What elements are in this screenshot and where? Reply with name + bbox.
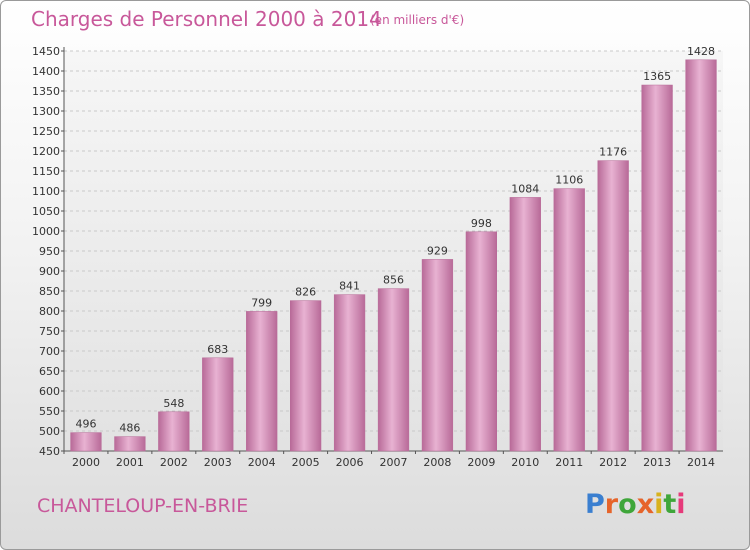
logo-letter: i <box>676 489 686 520</box>
x-tick-label: 2012 <box>599 456 627 469</box>
x-tick-label: 2009 <box>467 456 495 469</box>
y-tick-label: 1000 <box>32 225 60 238</box>
bar-2014 <box>685 59 717 452</box>
bar-2009 <box>465 231 497 452</box>
y-tick-label: 1100 <box>32 185 60 198</box>
x-tick-labels: 2000 2001 2002 2003 2004 2005 2006 2007 2008 2009… <box>63 451 715 469</box>
bar-2004 <box>246 311 278 452</box>
y-tick-label: 750 <box>39 325 60 338</box>
value-label: 841 <box>339 280 360 293</box>
value-label: 1176 <box>599 146 627 159</box>
x-tick-label: 2003 <box>204 456 232 469</box>
y-tick-label: 1050 <box>32 205 60 218</box>
x-tick-label: 2001 <box>116 456 144 469</box>
x-tick-label: 2014 <box>687 456 715 469</box>
y-tick-label: 550 <box>39 405 60 418</box>
y-tick-label: 1450 <box>32 45 60 58</box>
bar-2006 <box>333 294 366 452</box>
value-label: 799 <box>251 296 272 309</box>
y-tick-label: 700 <box>39 345 60 358</box>
bar-2007 <box>377 288 410 452</box>
y-tick-label: 900 <box>39 265 60 278</box>
y-tick-label: 1150 <box>32 165 60 178</box>
y-tick-label: 1250 <box>32 125 60 138</box>
logo-letter: r <box>604 489 619 520</box>
value-label: 826 <box>295 286 316 299</box>
y-tick-label: 1350 <box>32 85 60 98</box>
chart-subtitle: (en milliers d'€) <box>370 13 465 27</box>
y-tick-label: 950 <box>39 245 60 258</box>
y-tick-labels: 450 500 550 600 650 700 750 800 850 900 950 1000 105… <box>32 45 64 458</box>
bar-2001 <box>114 436 146 452</box>
value-labels: 496 486 548 683 799 826 841 856 929 998 1084 1106 11… <box>75 45 715 435</box>
chart-title: Charges de Personnel 2000 à 2014 <box>31 7 382 31</box>
value-label: 1106 <box>555 174 583 187</box>
y-tick-label: 650 <box>39 365 60 378</box>
logo-letter: P <box>585 489 605 520</box>
x-tick-label: 2004 <box>248 456 276 469</box>
bar-2005 <box>290 300 322 452</box>
value-label: 998 <box>471 217 492 230</box>
bar-2000 <box>70 432 102 452</box>
x-tick-label: 2006 <box>336 456 364 469</box>
bar-2008 <box>421 259 454 452</box>
value-label: 1084 <box>511 182 539 195</box>
value-label: 683 <box>207 343 228 356</box>
y-tick-label: 1200 <box>32 145 60 158</box>
value-label: 929 <box>427 244 448 257</box>
x-tick-label: 2013 <box>643 456 671 469</box>
logo-letter: i <box>654 489 664 520</box>
x-tick-label: 2008 <box>423 456 451 469</box>
value-label: 1365 <box>643 70 671 83</box>
bars <box>70 59 717 452</box>
bar-2012 <box>597 160 629 452</box>
x-tick-label: 2010 <box>511 456 539 469</box>
proxiti-logo: Proxiti <box>585 489 686 520</box>
bar-2002 <box>158 411 190 452</box>
x-tick-label: 2011 <box>555 456 583 469</box>
bar-2013 <box>641 84 673 452</box>
y-tick-label: 500 <box>39 425 60 438</box>
y-tick-label: 450 <box>39 445 60 458</box>
logo-letter: t <box>663 489 677 520</box>
value-label: 1428 <box>687 45 715 58</box>
x-tick-label: 2002 <box>160 456 188 469</box>
y-tick-label: 800 <box>39 305 60 318</box>
y-tick-label: 850 <box>39 285 60 298</box>
logo-letter: o <box>618 489 637 520</box>
commune-name: CHANTELOUP-EN-BRIE <box>37 495 249 517</box>
x-tick-label: 2000 <box>72 456 100 469</box>
x-tick-label: 2005 <box>292 456 320 469</box>
logo-letter: x <box>636 489 655 520</box>
bar-2010 <box>509 197 541 452</box>
y-tick-label: 1300 <box>32 105 60 118</box>
y-tick-label: 600 <box>39 385 60 398</box>
value-label: 548 <box>163 397 184 410</box>
value-label: 856 <box>383 274 404 287</box>
bar-2011 <box>553 188 585 452</box>
value-label: 496 <box>75 418 96 431</box>
y-tick-label: 1400 <box>32 65 60 78</box>
value-label: 486 <box>119 422 140 435</box>
bar-2003 <box>202 357 234 452</box>
x-tick-label: 2007 <box>380 456 408 469</box>
